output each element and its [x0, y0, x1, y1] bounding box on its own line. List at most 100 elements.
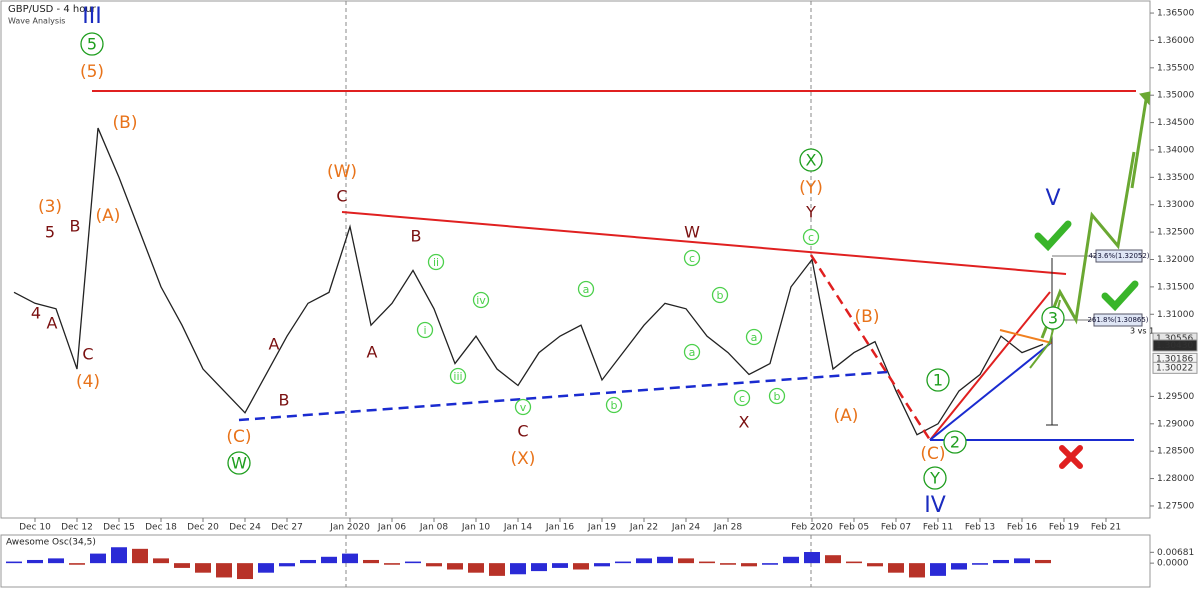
price-label: 1.30022 [1156, 363, 1193, 373]
fib-box [1093, 313, 1143, 327]
osc-title: Awesome Osc(34,5) [6, 538, 96, 548]
y-tick-label: 0.00681 [1157, 548, 1194, 558]
osc-bar [405, 561, 421, 564]
wave-label: i [423, 324, 426, 337]
osc-bar [111, 547, 127, 564]
x-tick-label: Feb 21 [1091, 523, 1121, 533]
y-tick-label: 1.28000 [1157, 474, 1194, 484]
osc-bar [552, 563, 568, 568]
wave-label: c [689, 252, 695, 265]
osc-bar [342, 553, 358, 564]
osc-bar [216, 563, 232, 578]
y-tick-label: 1.29000 [1157, 419, 1194, 429]
wave-circle [227, 451, 251, 475]
osc-bar [657, 556, 673, 564]
osc-bar [720, 563, 736, 565]
y-tick-label: 1.35000 [1157, 91, 1194, 101]
wave-label: C [82, 345, 93, 364]
chart-subtitle: Wave Analysis [8, 17, 65, 26]
price-box [1152, 361, 1198, 374]
osc-bar [573, 563, 589, 570]
wave-label: a [583, 283, 590, 296]
osc-bar [321, 556, 337, 564]
osc-frame [0, 534, 1151, 588]
wedge-line [929, 341, 1053, 441]
fib-box [1095, 249, 1143, 263]
osc-bar [174, 563, 190, 568]
wave-label: B [70, 217, 81, 236]
osc-bar [447, 563, 463, 570]
x-tick-label: Dec 18 [145, 523, 177, 533]
wave-label: 1 [933, 371, 943, 390]
osc-bar [132, 548, 148, 564]
x-tick-label: Feb 07 [881, 523, 911, 533]
wave-circle [799, 148, 823, 172]
osc-bar [6, 561, 22, 564]
wave-circle [605, 396, 623, 414]
osc-bar [258, 563, 274, 573]
wave-circle [943, 430, 967, 454]
x-tick-label: Feb 2020 [791, 523, 833, 533]
fib-label: 261.8%(1.30865) [1087, 316, 1148, 324]
x-tick-label: Feb 11 [923, 523, 953, 533]
osc-bar [762, 563, 778, 565]
x-tick-label: Jan 14 [503, 523, 532, 533]
x-tick-label: Feb 19 [1049, 523, 1080, 533]
osc-bar [909, 563, 925, 578]
osc-bar [888, 563, 904, 573]
price-label: 1.30186 [1156, 354, 1193, 364]
osc-bar [48, 558, 64, 564]
wave-label: C [336, 187, 347, 206]
wave-label: a [689, 346, 696, 359]
osc-bar [90, 553, 106, 564]
trend-line [341, 211, 1067, 275]
osc-bar [594, 563, 610, 567]
y-tick-label: 1.31500 [1157, 282, 1194, 292]
forecast-path [1040, 151, 1136, 339]
check-mark [1101, 280, 1139, 312]
forecast-path [1130, 99, 1148, 189]
x-tick-label: Jan 28 [713, 523, 742, 533]
wave-circle [577, 280, 595, 298]
osc-bar [426, 563, 442, 567]
wave-label: (B) [855, 307, 880, 327]
wave-circle [745, 328, 763, 346]
osc-bar [27, 559, 43, 564]
wave-circle [514, 398, 532, 416]
wave-circle [1041, 306, 1065, 330]
osc-bar [951, 563, 967, 570]
wave-label: (A) [834, 406, 859, 426]
wave-circle [80, 32, 104, 56]
price-line [13, 127, 1044, 436]
x-tick-label: Jan 16 [545, 523, 574, 533]
y-tick-label: 1.28500 [1157, 447, 1194, 457]
wave-label: c [739, 392, 745, 405]
wave-circle [427, 253, 445, 271]
x-tick-label: Dec 15 [103, 523, 135, 533]
wave-circle [472, 291, 490, 309]
wedge-line [999, 329, 1053, 344]
wave-label: A [367, 343, 378, 362]
x-tick-label: Jan 22 [629, 523, 658, 533]
y-tick-label: 0.0000 [1157, 559, 1189, 569]
x-tick-label: Jan 10 [461, 523, 490, 533]
osc-bar [615, 561, 631, 564]
wave-label: III [82, 4, 101, 29]
x-tick-label: Dec 12 [61, 523, 93, 533]
wave-label: X [806, 151, 817, 170]
y-tick-label: 1.34500 [1157, 118, 1194, 128]
osc-bar [384, 563, 400, 565]
wave-label: X [739, 413, 750, 432]
y-tick-label: 1.35500 [1157, 63, 1194, 73]
wave-label: 5 [87, 35, 97, 54]
wave-label: (C) [920, 444, 945, 464]
wave-label: (W) [327, 162, 357, 182]
wave-circle [733, 389, 751, 407]
x-tick-label: Dec 24 [229, 523, 261, 533]
y-tick-label: 1.36000 [1157, 36, 1194, 46]
wave-label: (A) [96, 206, 121, 226]
wave-label: W [684, 223, 700, 242]
wave-label: W [231, 454, 247, 473]
